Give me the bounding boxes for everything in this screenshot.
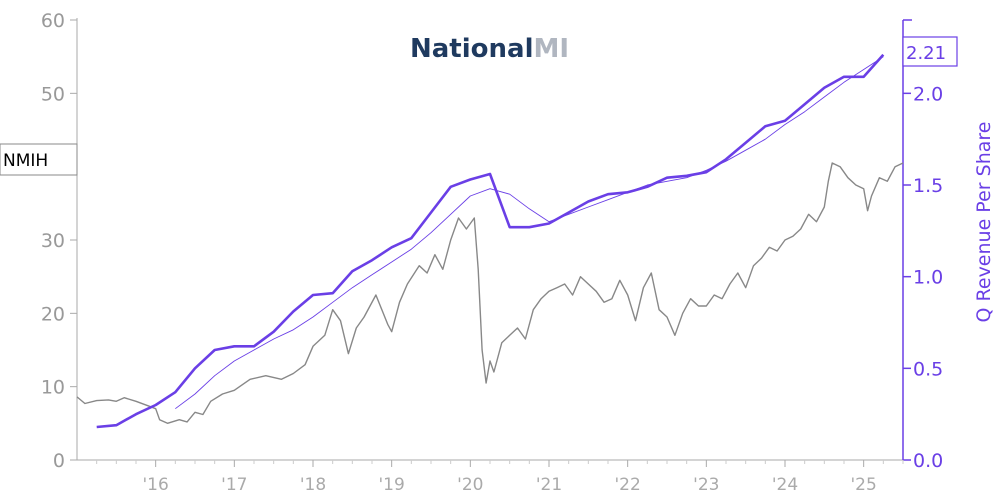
right-axis-title: Q Revenue Per Share xyxy=(973,122,995,323)
svg-text:NationalMI: NationalMI xyxy=(410,34,569,64)
x-axis-ticks: '16 '17 '18 '19 '20 '21 '22 '23 '24 '25 xyxy=(96,460,904,495)
right-axis-ticks: 0.0 0.5 1.0 1.5 2.0 xyxy=(903,83,943,472)
left-tick-label: 60 xyxy=(41,10,65,32)
last-value-label: 2.21 xyxy=(906,43,946,64)
x-tick-label: '21 xyxy=(536,475,562,495)
x-tick-label: '25 xyxy=(851,475,877,495)
x-tick-label: '24 xyxy=(772,475,798,495)
left-tick-label: 10 xyxy=(41,377,65,399)
revenue-trend-line xyxy=(175,56,884,410)
right-tick-label: 0.5 xyxy=(913,358,943,380)
x-tick-label: '17 xyxy=(221,475,247,495)
x-tick-label: '23 xyxy=(693,475,719,495)
right-tick-label: 2.0 xyxy=(913,83,943,105)
x-tick-label: '22 xyxy=(615,475,641,495)
left-tick-label: 0 xyxy=(53,450,65,472)
x-tick-label: '20 xyxy=(457,475,483,495)
x-tick-label: '16 xyxy=(143,475,169,495)
left-tick-label: 20 xyxy=(41,303,65,325)
ticker-box-border xyxy=(0,143,78,176)
right-tick-label: 1.5 xyxy=(913,175,943,197)
series-layer xyxy=(76,53,904,429)
last-value-border xyxy=(902,36,958,67)
x-tick-label: '19 xyxy=(379,475,405,495)
logo-word: National xyxy=(410,34,533,64)
price-series-line xyxy=(76,162,904,424)
x-tick-label: '18 xyxy=(300,475,326,495)
logo-mark: MI xyxy=(533,34,569,64)
left-tick-label: 30 xyxy=(41,230,65,252)
ticker-label-box: NMIH xyxy=(0,143,78,176)
left-axis-ticks: 0102030405060 xyxy=(41,10,77,472)
left-tick-label: 50 xyxy=(41,83,65,105)
ticker-label: NMIH xyxy=(3,151,48,171)
right-tick-label: 1.0 xyxy=(913,267,943,289)
national-mi-logo: NationalMI xyxy=(410,34,569,64)
last-value-box: 2.21 xyxy=(902,36,958,67)
revenue-series-line xyxy=(96,53,885,429)
right-tick-label: 0.0 xyxy=(913,450,943,472)
